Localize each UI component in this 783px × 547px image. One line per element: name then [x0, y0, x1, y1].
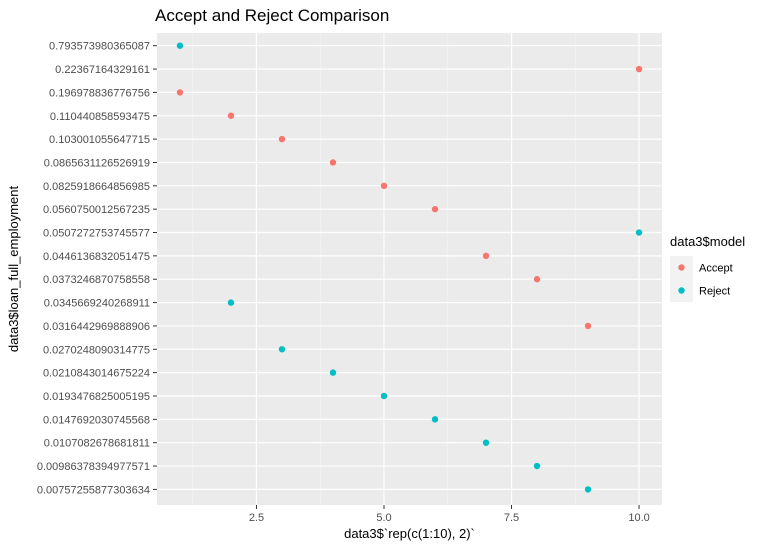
x-axis-title: data3$`rep(c(1:10), 2)` [344, 526, 475, 541]
legend-title: data3$model [670, 234, 745, 249]
data-point-reject [278, 346, 286, 353]
data-point-accept [533, 276, 541, 283]
data-point-reject [482, 439, 490, 446]
y-tick-label: 0.793573980365087 [49, 41, 150, 53]
y-tick-label: 0.110440858593475 [50, 111, 150, 123]
data-point-reject [176, 42, 184, 49]
legend-label: Reject [699, 286, 730, 298]
plot-panel [157, 33, 662, 505]
y-tick-label: 0.0270248090314775 [43, 344, 150, 356]
x-tick-label: 2.5 [249, 512, 264, 524]
data-point-accept [635, 65, 643, 73]
data-point-accept [329, 159, 337, 166]
y-tick-label: 0.0193476825005195 [43, 391, 150, 403]
y-tick-label: 0.0865631126526919 [44, 157, 150, 169]
y-tick-label: 0.0210843014675224 [43, 368, 150, 380]
data-point-accept [176, 89, 184, 96]
data-point-accept [278, 135, 286, 143]
data-point-reject [584, 486, 592, 493]
y-tick-label: 0.0107082678681811 [44, 438, 150, 450]
data-point-reject [227, 299, 235, 306]
legend-marker-accept [678, 264, 685, 271]
data-point-accept [380, 182, 388, 190]
y-tick-label: 0.0373246870758558 [43, 274, 150, 286]
chart-title: Accept and Reject Comparison [155, 6, 389, 25]
x-tick-label: 10.0 [628, 512, 649, 524]
data-point-accept [482, 252, 490, 260]
data-point-reject [635, 229, 643, 236]
data-point-reject [380, 392, 388, 400]
data-point-reject [329, 369, 337, 376]
y-tick-label: 0.103001055647715 [49, 134, 150, 146]
y-tick-label: 0.00986378394977571 [37, 461, 150, 473]
y-axis-title: data3$loan_full_employment [6, 186, 21, 353]
x-tick-label: 7.5 [504, 512, 519, 524]
data-point-accept [431, 205, 439, 213]
y-tick-label: 0.0825918664856985 [43, 181, 150, 193]
y-tick-label: 0.196978836776756 [49, 87, 150, 99]
legend-marker-reject [678, 287, 685, 294]
y-tick-label: 0.0446136832051475 [43, 251, 150, 263]
y-tick-label: 0.0560750012567235 [43, 204, 150, 216]
legend-label: Accept [699, 263, 733, 275]
y-tick-label: 0.22367164329161 [55, 64, 150, 76]
data-point-reject [533, 462, 541, 470]
data-point-accept [584, 322, 592, 330]
y-tick-label: 0.00757255877303634 [37, 484, 150, 496]
x-tick-label: 5.0 [376, 512, 391, 524]
data-point-reject [431, 416, 439, 423]
y-tick-label: 0.0507272753745577 [43, 228, 150, 240]
data-point-accept [227, 112, 235, 119]
y-tick-label: 0.0147692030745568 [43, 414, 150, 426]
y-tick-label: 0.0316442969888906 [43, 321, 150, 333]
y-tick-label: 0.0345669240268911 [44, 298, 150, 310]
